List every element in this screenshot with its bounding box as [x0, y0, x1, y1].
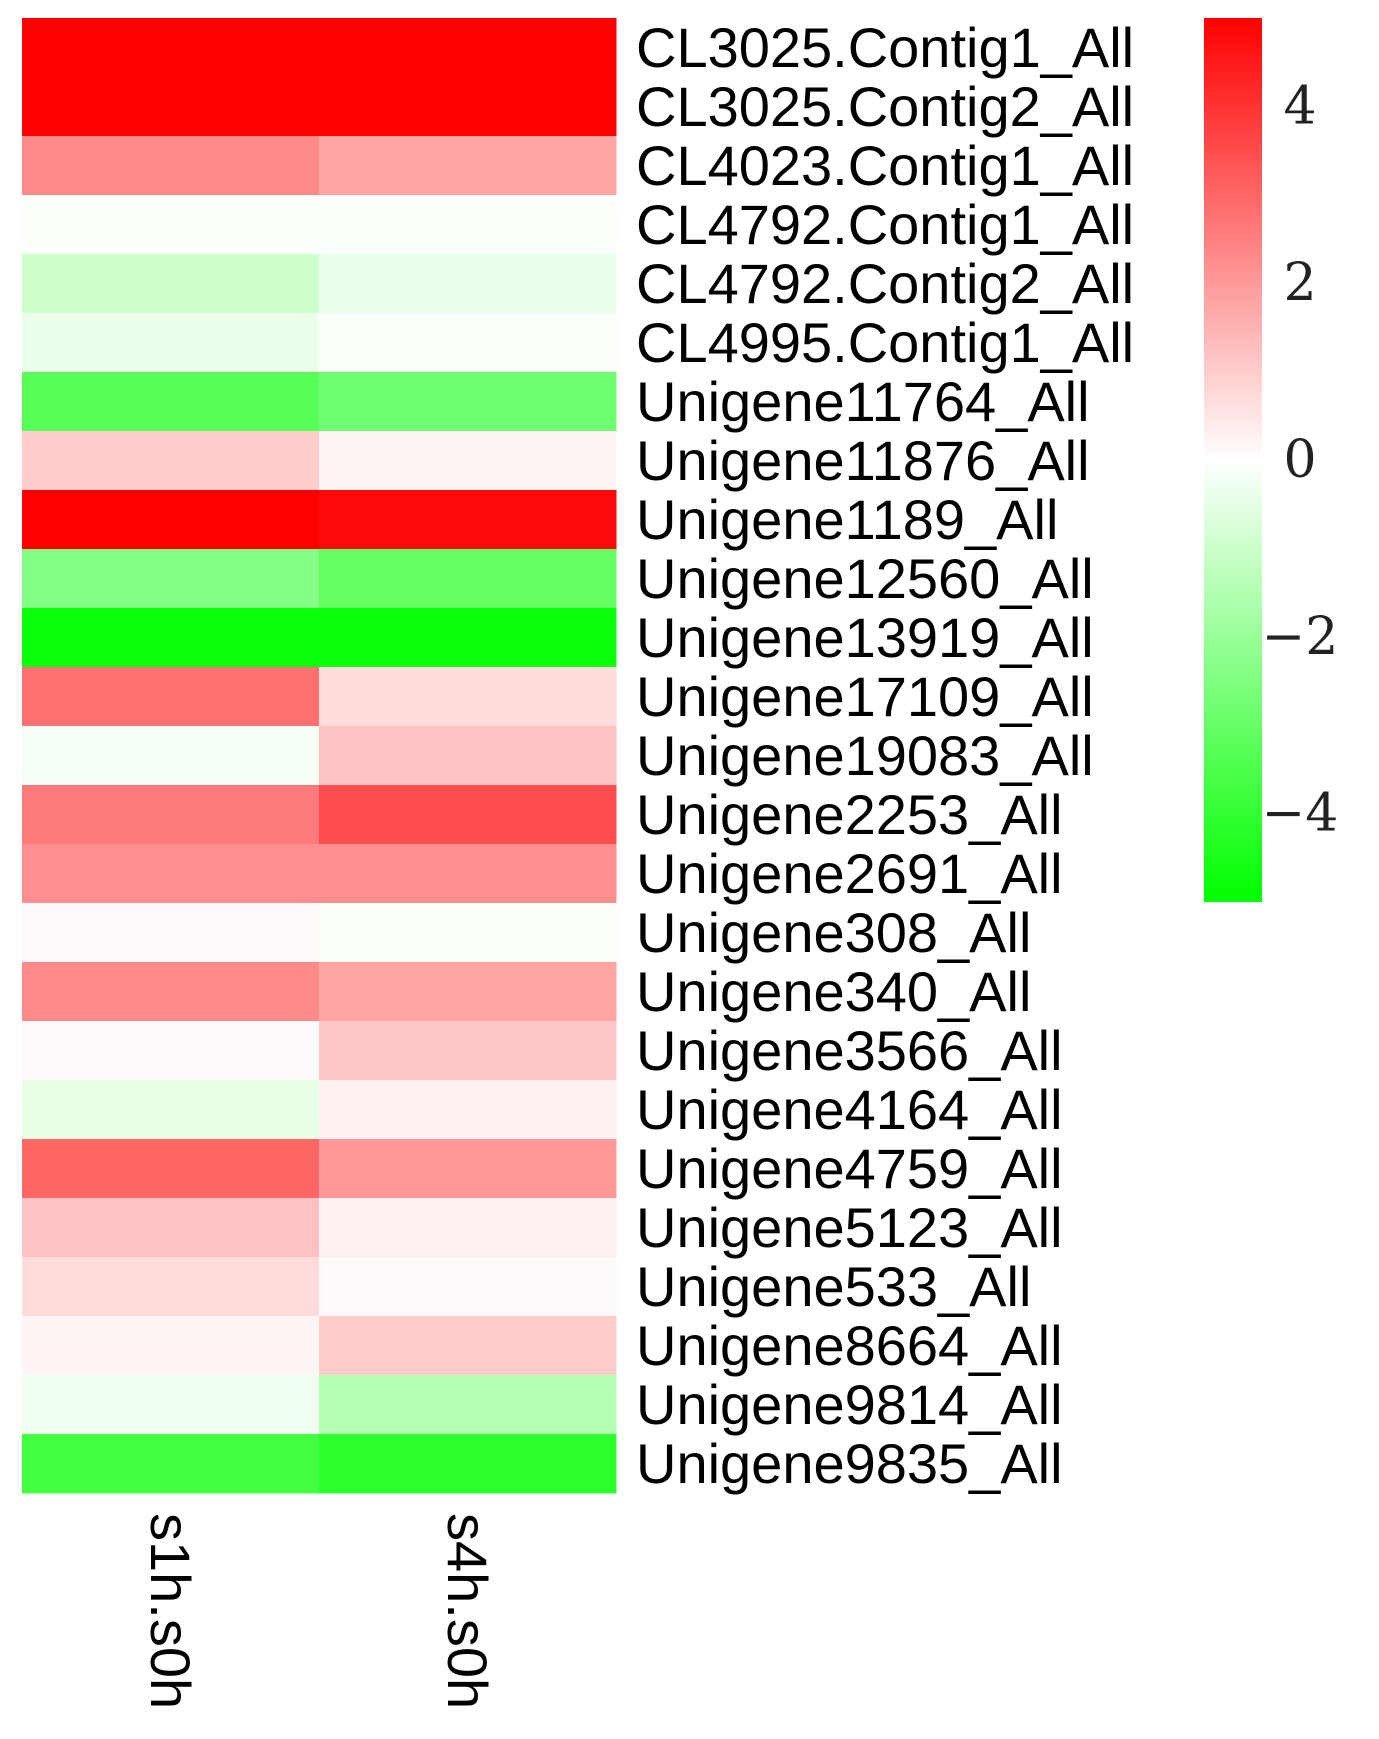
- colorbar-tick-label: 0: [1283, 430, 1316, 490]
- heatmap-cell: [319, 18, 617, 78]
- row-label: Unigene533_All: [636, 1255, 1031, 1318]
- heatmap-cell: [319, 608, 617, 668]
- heatmap-cell: [22, 1257, 320, 1317]
- heatmap-cell: [22, 1375, 320, 1435]
- row-label: Unigene2253_All: [636, 783, 1063, 846]
- row-label: Unigene12560_All: [636, 547, 1094, 610]
- row-label: Unigene17109_All: [636, 665, 1094, 728]
- colorbar-tick-label: −2: [1262, 607, 1339, 667]
- row-label: CL4995.Contig1_All: [636, 311, 1134, 374]
- heatmap-cell: [319, 844, 617, 904]
- row-label: Unigene3566_All: [636, 1019, 1063, 1082]
- heatmap-cell: [22, 77, 320, 137]
- heatmap-cell: [22, 1316, 320, 1376]
- heatmap-cell: [22, 1139, 320, 1199]
- column-label: s1h.s0h: [139, 1513, 202, 1709]
- heatmap-cells: [22, 18, 617, 1494]
- heatmap-cell: [319, 431, 617, 491]
- heatmap-cell: [22, 1198, 320, 1258]
- heatmap-cell: [319, 1434, 617, 1494]
- heatmap-cell: [22, 903, 320, 963]
- heatmap-cell: [319, 549, 617, 609]
- row-label: Unigene13919_All: [636, 606, 1094, 669]
- row-label: Unigene308_All: [636, 901, 1031, 964]
- colorbar: [1204, 18, 1262, 902]
- heatmap-cell: [319, 785, 617, 845]
- colorbar-tick-label: 2: [1283, 253, 1316, 313]
- row-label: CL4792.Contig1_All: [636, 193, 1134, 256]
- heatmap-cell: [319, 726, 617, 786]
- heatmap-cell: [319, 667, 617, 727]
- heatmap-cell: [22, 608, 320, 668]
- heatmap-cell: [22, 490, 320, 550]
- row-label: Unigene5123_All: [636, 1196, 1063, 1259]
- heatmap-cell: [22, 136, 320, 196]
- column-label: s4h.s0h: [436, 1513, 499, 1709]
- heatmap-cell: [319, 195, 617, 255]
- heatmap-cell: [319, 903, 617, 963]
- row-label: Unigene19083_All: [636, 724, 1094, 787]
- row-label: Unigene4759_All: [636, 1137, 1063, 1200]
- heatmap-cell: [22, 844, 320, 904]
- row-label: Unigene1189_All: [636, 488, 1058, 551]
- row-label: CL4023.Contig1_All: [636, 134, 1134, 197]
- heatmap-cell: [319, 1375, 617, 1435]
- row-label: Unigene11876_All: [636, 429, 1090, 492]
- heatmap-cell: [319, 1139, 617, 1199]
- heatmap-cell: [22, 549, 320, 609]
- heatmap-cell: [22, 726, 320, 786]
- heatmap-cell: [319, 1198, 617, 1258]
- heatmap-cell: [319, 490, 617, 550]
- heatmap-cell: [22, 195, 320, 255]
- heatmap-cell: [22, 962, 320, 1022]
- heatmap-cell: [22, 1021, 320, 1081]
- heatmap-cell: [319, 254, 617, 314]
- row-label: CL3025.Contig2_All: [636, 75, 1134, 138]
- heatmap-cell: [22, 667, 320, 727]
- heatmap-cell: [22, 372, 320, 432]
- heatmap-cell: [319, 1080, 617, 1140]
- heatmap-cell: [22, 431, 320, 491]
- row-labels: CL3025.Contig1_AllCL3025.Contig2_AllCL40…: [636, 16, 1134, 1495]
- row-label: Unigene9814_All: [636, 1373, 1063, 1436]
- row-label: CL4792.Contig2_All: [636, 252, 1134, 315]
- heatmap-cell: [319, 1021, 617, 1081]
- row-label: Unigene340_All: [636, 960, 1031, 1023]
- heatmap-cell: [319, 77, 617, 137]
- colorbar-ticks: 4 2 0 −2 −4: [1262, 76, 1339, 843]
- column-labels: s1h.s0h s4h.s0h: [139, 1513, 499, 1709]
- heatmap-cell: [319, 1316, 617, 1376]
- heatmap-cell: [319, 372, 617, 432]
- heatmap-cell: [22, 18, 320, 78]
- heatmap-cell: [22, 785, 320, 845]
- heatmap-cell: [22, 1434, 320, 1494]
- row-label: Unigene4164_All: [636, 1078, 1063, 1141]
- heatmap-cell: [22, 1080, 320, 1140]
- heatmap-cell: [319, 313, 617, 373]
- colorbar-tick-label: 4: [1283, 76, 1316, 136]
- row-label: Unigene9835_All: [636, 1432, 1063, 1495]
- heatmap-cell: [22, 313, 320, 373]
- colorbar-tick-label: −4: [1262, 784, 1339, 844]
- row-label: Unigene8664_All: [636, 1314, 1063, 1377]
- row-label: Unigene2691_All: [636, 842, 1063, 905]
- row-label: Unigene11764_All: [636, 370, 1090, 433]
- heatmap-cell: [319, 1257, 617, 1317]
- heatmap-cell: [319, 962, 617, 1022]
- row-label: CL3025.Contig1_All: [636, 16, 1134, 79]
- heatmap-cell: [22, 254, 320, 314]
- heatmap-cell: [319, 136, 617, 196]
